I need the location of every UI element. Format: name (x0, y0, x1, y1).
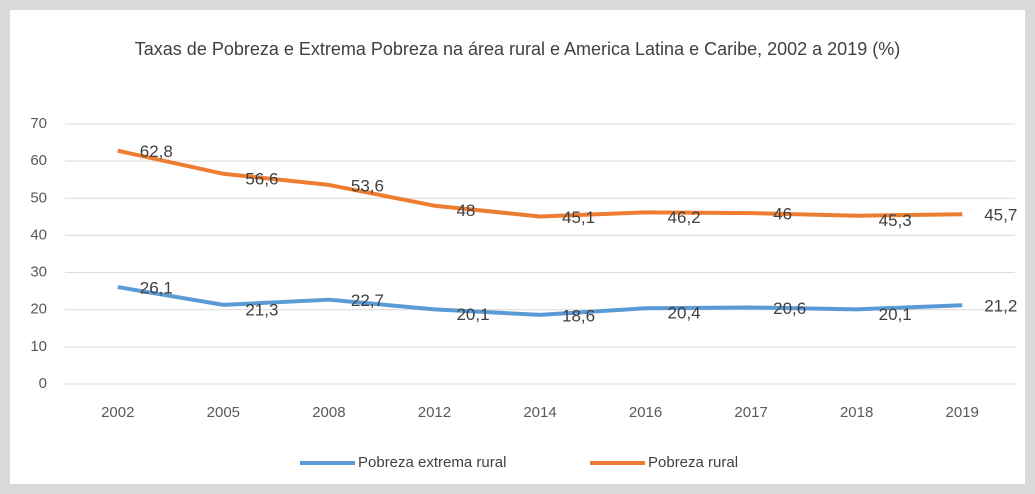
data-label: 20,1 (879, 305, 912, 324)
data-label: 48 (456, 201, 475, 220)
data-label: 20,6 (773, 299, 806, 318)
data-label: 62,8 (140, 142, 173, 161)
x-tick-label: 2002 (101, 404, 134, 421)
x-tick-label: 2012 (418, 404, 451, 421)
x-tick-label: 2008 (312, 404, 345, 421)
y-tick-label: 60 (30, 152, 47, 169)
data-label: 53,6 (351, 176, 384, 195)
y-tick-label: 70 (30, 115, 47, 132)
y-tick-label: 30 (30, 264, 47, 281)
series-line (117, 148, 963, 219)
data-label: 45,1 (562, 208, 595, 227)
x-tick-label: 2019 (946, 404, 979, 421)
legend-label: Pobreza rural (648, 454, 738, 471)
chart-title: Taxas de Pobreza e Extrema Pobreza na ár… (134, 39, 901, 59)
y-tick-label: 20 (30, 301, 47, 318)
data-label: 20,4 (668, 304, 701, 323)
legend-label: Pobreza extrema rural (358, 454, 506, 471)
data-label: 45,3 (879, 211, 912, 230)
data-label: 46 (773, 205, 792, 224)
data-label: 56,6 (245, 169, 278, 188)
y-tick-label: 10 (30, 338, 47, 355)
x-tick-label: 2017 (734, 404, 767, 421)
series-line (117, 285, 963, 317)
data-label: 26,1 (140, 279, 173, 298)
data-label: 21,3 (245, 300, 278, 319)
x-tick-label: 2018 (840, 404, 873, 421)
chart-area (10, 10, 1025, 484)
data-label: 18,6 (562, 306, 595, 325)
data-label: 46,2 (668, 208, 701, 227)
y-tick-label: 0 (39, 375, 47, 392)
data-label: 20,1 (456, 305, 489, 324)
data-label: 22,7 (351, 291, 384, 310)
x-tick-label: 2014 (523, 404, 556, 421)
y-tick-label: 40 (30, 226, 47, 243)
data-label: 45,7 (984, 206, 1017, 225)
data-label: 21,2 (984, 297, 1017, 316)
x-tick-label: 2005 (207, 404, 240, 421)
y-tick-label: 50 (30, 189, 47, 206)
x-tick-label: 2016 (629, 404, 662, 421)
